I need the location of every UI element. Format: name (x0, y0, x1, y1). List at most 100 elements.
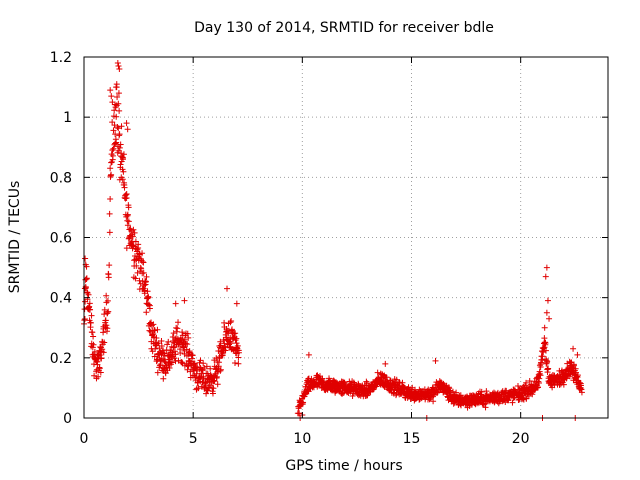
data-point (523, 379, 530, 386)
data-point (432, 357, 439, 364)
data-point (108, 171, 115, 178)
data-point (118, 123, 125, 130)
data-point (115, 63, 122, 70)
data-point (195, 385, 202, 392)
data-point (170, 330, 177, 337)
data-point (570, 345, 577, 352)
data-point (86, 303, 93, 310)
data-point (178, 359, 185, 366)
x-tick-label: 20 (512, 431, 530, 447)
data-point (536, 370, 543, 377)
data-point (85, 291, 92, 298)
data-point (544, 297, 551, 304)
x-tick-label: 0 (80, 431, 89, 447)
data-point (108, 93, 115, 100)
data-point (181, 297, 188, 304)
data-point (106, 229, 113, 236)
data-point (227, 319, 234, 326)
data-point (129, 233, 136, 240)
x-tick-label: 10 (293, 431, 311, 447)
chart-title: Day 130 of 2014, SRMTID for receiver bdl… (194, 20, 494, 36)
data-point (158, 338, 165, 345)
data-point (170, 344, 177, 351)
x-tick-label: 15 (403, 431, 421, 447)
data-point (543, 264, 550, 271)
data-point (165, 338, 172, 345)
data-point (88, 312, 95, 319)
x-tick-label: 5 (189, 431, 198, 447)
data-point (158, 343, 165, 350)
data-point (542, 339, 549, 346)
data-point (143, 309, 150, 316)
data-point (135, 245, 142, 252)
data-point (174, 325, 181, 332)
data-point (115, 100, 122, 107)
data-point (98, 355, 105, 362)
data-point (505, 396, 512, 403)
data-point (180, 344, 187, 351)
data-point (162, 370, 169, 377)
data-point (108, 159, 115, 166)
data-point (120, 168, 127, 175)
data-point (124, 211, 131, 218)
y-axis-tick-labels: 0 0.2 0.4 0.6 0.8 1 1.2 (50, 50, 72, 427)
data-point (124, 222, 131, 229)
data-point (514, 382, 521, 389)
y-axis-title: SRMTID / TECUs (7, 181, 23, 294)
data-point (120, 151, 127, 158)
data-point (90, 333, 97, 340)
data-point (116, 66, 123, 73)
data-point (542, 273, 549, 280)
data-point (478, 388, 485, 395)
data-point (138, 265, 145, 272)
data-point (210, 385, 217, 392)
data-point (154, 369, 161, 376)
data-point (483, 388, 490, 395)
data-point (81, 316, 88, 323)
data-point (124, 217, 131, 224)
data-point (109, 99, 116, 106)
data-point (154, 326, 161, 333)
data-point (113, 84, 120, 91)
data-point (115, 90, 122, 97)
data-point (196, 374, 203, 381)
data-points (81, 60, 585, 421)
data-point (105, 308, 112, 315)
data-point (574, 372, 581, 379)
data-point (97, 369, 104, 376)
data-point (560, 381, 567, 388)
data-point (116, 144, 123, 151)
x-axis-tick-labels: 0 5 10 15 20 (80, 431, 530, 447)
data-point (434, 389, 441, 396)
data-point (150, 331, 157, 338)
data-point (495, 392, 502, 399)
data-point (140, 259, 147, 266)
data-point (145, 301, 152, 308)
data-point (153, 334, 160, 341)
x-axis-title: GPS time / hours (285, 458, 402, 474)
data-point (114, 94, 121, 101)
data-point (101, 339, 108, 346)
data-point (99, 346, 106, 353)
data-point (214, 381, 221, 388)
data-point (103, 292, 110, 299)
data-point (364, 392, 371, 399)
data-point (429, 384, 436, 391)
data-point (203, 390, 210, 397)
data-point (200, 360, 207, 367)
data-point (211, 378, 218, 385)
data-point (109, 152, 116, 159)
data-point (89, 344, 96, 351)
data-point (545, 365, 552, 372)
data-point (115, 125, 122, 132)
data-point (113, 139, 120, 146)
data-point (151, 353, 158, 360)
grid-lines (84, 57, 608, 418)
data-point (233, 300, 240, 307)
data-point (139, 258, 146, 265)
data-point (132, 275, 139, 282)
data-point (573, 373, 580, 380)
data-point (570, 362, 577, 369)
data-point (129, 242, 136, 249)
y-tick-label: 1.2 (50, 50, 72, 66)
